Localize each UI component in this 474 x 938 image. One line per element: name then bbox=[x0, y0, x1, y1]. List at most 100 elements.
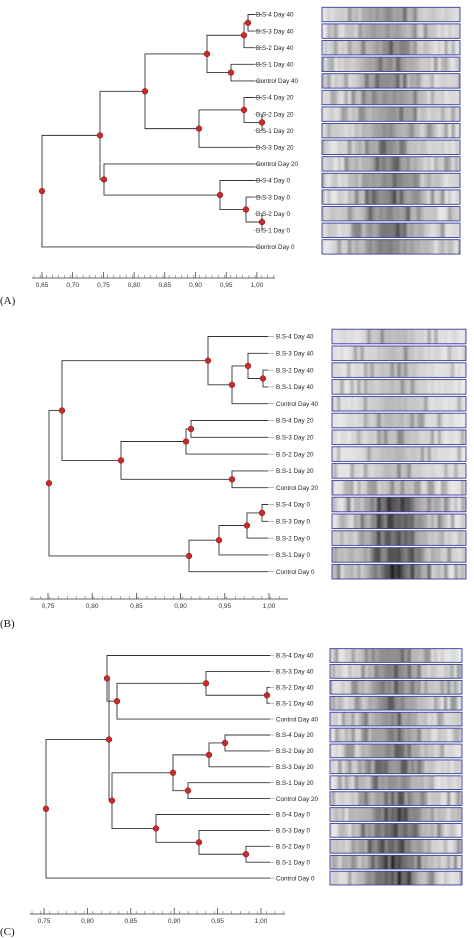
gel-lane bbox=[329, 854, 463, 870]
gel-lane bbox=[321, 89, 461, 106]
gel-lane bbox=[329, 775, 463, 790]
axis-tick-label: 0,80 bbox=[86, 603, 99, 610]
tree-branch bbox=[103, 163, 262, 196]
gel-lane bbox=[321, 56, 461, 72]
gel-lane bbox=[321, 156, 461, 172]
node-marker bbox=[96, 132, 104, 139]
gel-lane bbox=[329, 823, 463, 838]
node-marker bbox=[242, 851, 250, 858]
tree-branch bbox=[190, 420, 268, 438]
tree-branch bbox=[106, 655, 270, 702]
sample-label: B.S-4 Day 20 bbox=[276, 732, 314, 739]
gel-lane bbox=[321, 239, 461, 255]
sample-label: B.S-4 Day 0 bbox=[256, 178, 290, 185]
tree-branch bbox=[208, 742, 270, 768]
sample-label: B.S-4 Day 20 bbox=[276, 418, 314, 425]
axis-tick-label: 0,95 bbox=[211, 918, 224, 925]
tree-branch bbox=[99, 90, 145, 180]
sample-label: Control Day 40 bbox=[276, 401, 318, 408]
gel-lane bbox=[329, 727, 463, 743]
sample-label: Control Day 0 bbox=[256, 244, 295, 251]
sample-label: B.S-4 Day 20 bbox=[256, 95, 294, 102]
sample-label: Control Day 40 bbox=[276, 716, 318, 723]
sample-label: B.S-2 Day 0 bbox=[256, 211, 290, 218]
gel-lane bbox=[321, 222, 461, 238]
node-marker bbox=[204, 357, 212, 364]
gel-lane bbox=[329, 695, 463, 711]
gel-lane bbox=[331, 412, 467, 429]
tree-branch bbox=[116, 682, 270, 720]
sample-label: B.S-1 Day 0 bbox=[276, 552, 310, 559]
gel-lane bbox=[331, 563, 467, 580]
node-marker bbox=[221, 739, 229, 747]
sample-label: B.S-4 Day 40 bbox=[276, 334, 314, 341]
axis-tick-label: 0,75 bbox=[42, 603, 55, 610]
tree-branch bbox=[187, 782, 270, 800]
axis-tick-label: 0,85 bbox=[124, 918, 137, 925]
node-marker bbox=[228, 381, 236, 388]
gel-lane bbox=[329, 711, 463, 727]
sample-label: B.S-1 Day 20 bbox=[256, 128, 294, 135]
tree-branch bbox=[218, 525, 268, 556]
sample-label: B.S-1 Day 0 bbox=[276, 859, 310, 866]
gel-lane bbox=[321, 23, 461, 39]
axis-tick-label: 0,95 bbox=[218, 603, 231, 610]
axis-tick-label: 0,85 bbox=[158, 282, 171, 289]
gel-lane bbox=[331, 362, 467, 378]
node-marker bbox=[215, 537, 223, 544]
node-marker bbox=[169, 769, 177, 776]
tree-branch bbox=[245, 845, 270, 863]
gel-lane bbox=[329, 807, 463, 822]
panel-letter: (B) bbox=[0, 618, 15, 630]
node-marker bbox=[243, 522, 251, 529]
node-marker bbox=[195, 839, 203, 846]
axis-tick-label: 0,90 bbox=[168, 918, 181, 925]
gel-lane bbox=[329, 839, 463, 854]
sample-label: B.S-3 Day 20 bbox=[276, 435, 314, 442]
gel-lane bbox=[329, 664, 463, 679]
axis-tick-label: 0,80 bbox=[128, 282, 141, 289]
sample-label: Control Day 20 bbox=[256, 161, 298, 168]
similarity-axis: 0,75 0,80 0,85 0,90 0,95 1,00 bbox=[30, 593, 288, 610]
sample-label: Control Day 0 bbox=[276, 875, 315, 882]
sample-label: Control Day 20 bbox=[276, 485, 318, 492]
panel-letter: (C) bbox=[0, 926, 15, 938]
panel-a: B.S-4 Day 40 B.S-3 Day 40 B.S-2 Day 40 B.S-… bbox=[0, 6, 461, 307]
gel-lane bbox=[331, 479, 467, 496]
sample-label: B.S-3 Day 40 bbox=[276, 351, 314, 358]
gel-lane bbox=[331, 328, 467, 345]
gel-lane bbox=[321, 6, 461, 23]
axis-tick-label: 0,70 bbox=[66, 282, 79, 289]
node-marker bbox=[240, 32, 248, 39]
tree-branch bbox=[198, 109, 262, 148]
node-marker bbox=[103, 675, 111, 682]
gel-lane bbox=[321, 206, 461, 222]
tree-branch bbox=[48, 410, 189, 557]
sample-label: B.S-2 Day 20 bbox=[276, 451, 314, 458]
sample-label: Control Day 0 bbox=[276, 569, 315, 576]
tree-branch bbox=[185, 428, 268, 455]
gel-lane bbox=[331, 463, 467, 479]
sample-label: B.S-2 Day 0 bbox=[276, 535, 310, 542]
sample-label: B.S-2 Day 20 bbox=[276, 748, 314, 755]
tree-branch bbox=[155, 814, 270, 843]
sample-label: B.S-3 Day 0 bbox=[256, 194, 290, 201]
node-marker bbox=[58, 407, 66, 414]
axis-tick-label: 0,75 bbox=[97, 282, 110, 289]
sample-label: B.S-1 Day 20 bbox=[276, 780, 314, 787]
sample-label: B.S-2 Day 20 bbox=[256, 111, 294, 118]
node-marker bbox=[141, 88, 149, 95]
gel-lane bbox=[321, 40, 461, 56]
similarity-axis: 0,75 0,80 0,85 0,90 0,95 1,00 bbox=[30, 908, 285, 925]
sample-label: B.S-4 Day 40 bbox=[256, 12, 294, 19]
sample-label: B.S-2 Day 0 bbox=[276, 844, 310, 851]
sample-label: B.S-3 Day 20 bbox=[276, 764, 314, 771]
tree-branch bbox=[188, 539, 268, 573]
node-marker bbox=[263, 692, 271, 699]
tree-branch bbox=[206, 34, 244, 74]
node-marker bbox=[258, 218, 266, 226]
node-marker bbox=[258, 119, 266, 126]
tree-branch bbox=[198, 829, 270, 855]
gel-lane bbox=[321, 73, 461, 89]
similarity-axis: 0,65 0,70 0,75 0,80 0,85 0,90 0,95 1,00 bbox=[32, 272, 275, 289]
